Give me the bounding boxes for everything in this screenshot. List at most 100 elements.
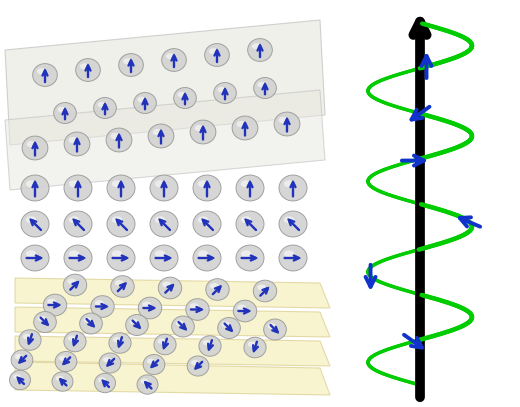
Ellipse shape bbox=[56, 376, 63, 381]
Ellipse shape bbox=[69, 216, 80, 223]
Ellipse shape bbox=[13, 374, 21, 379]
Ellipse shape bbox=[115, 280, 124, 286]
Ellipse shape bbox=[21, 245, 49, 271]
Ellipse shape bbox=[19, 330, 41, 350]
Ellipse shape bbox=[148, 124, 174, 148]
Ellipse shape bbox=[254, 77, 276, 98]
Ellipse shape bbox=[218, 317, 240, 339]
Ellipse shape bbox=[55, 352, 77, 372]
Ellipse shape bbox=[158, 277, 181, 299]
Polygon shape bbox=[15, 307, 330, 337]
Ellipse shape bbox=[279, 245, 307, 271]
Ellipse shape bbox=[203, 340, 211, 346]
Ellipse shape bbox=[43, 294, 67, 316]
Ellipse shape bbox=[194, 125, 204, 131]
Ellipse shape bbox=[22, 136, 48, 160]
Ellipse shape bbox=[126, 315, 148, 335]
Ellipse shape bbox=[154, 334, 176, 355]
Ellipse shape bbox=[193, 211, 221, 237]
Ellipse shape bbox=[64, 132, 90, 156]
Ellipse shape bbox=[244, 337, 266, 358]
Ellipse shape bbox=[98, 102, 106, 107]
Ellipse shape bbox=[279, 175, 307, 201]
Ellipse shape bbox=[198, 180, 209, 187]
Ellipse shape bbox=[91, 295, 114, 317]
Ellipse shape bbox=[107, 175, 135, 201]
Ellipse shape bbox=[264, 319, 287, 340]
Ellipse shape bbox=[193, 175, 221, 201]
Ellipse shape bbox=[111, 276, 134, 298]
Ellipse shape bbox=[134, 92, 157, 114]
Ellipse shape bbox=[76, 59, 100, 81]
Ellipse shape bbox=[193, 245, 221, 271]
Ellipse shape bbox=[143, 354, 165, 374]
Ellipse shape bbox=[166, 53, 175, 59]
Ellipse shape bbox=[23, 334, 31, 339]
Ellipse shape bbox=[63, 274, 87, 296]
Ellipse shape bbox=[155, 216, 165, 223]
Polygon shape bbox=[15, 362, 330, 395]
Ellipse shape bbox=[37, 316, 46, 322]
Ellipse shape bbox=[257, 284, 266, 291]
Ellipse shape bbox=[112, 216, 122, 223]
Ellipse shape bbox=[176, 320, 184, 326]
Ellipse shape bbox=[198, 250, 209, 257]
Ellipse shape bbox=[64, 331, 86, 352]
Ellipse shape bbox=[222, 322, 230, 328]
Ellipse shape bbox=[177, 92, 186, 97]
Ellipse shape bbox=[103, 357, 111, 363]
Ellipse shape bbox=[15, 354, 23, 359]
Ellipse shape bbox=[95, 300, 103, 306]
Ellipse shape bbox=[47, 299, 56, 304]
Ellipse shape bbox=[253, 280, 277, 302]
Ellipse shape bbox=[241, 180, 251, 187]
Ellipse shape bbox=[64, 175, 92, 201]
Ellipse shape bbox=[150, 175, 178, 201]
Ellipse shape bbox=[274, 112, 300, 136]
Ellipse shape bbox=[67, 278, 76, 284]
Ellipse shape bbox=[248, 39, 272, 61]
Ellipse shape bbox=[21, 211, 49, 237]
Ellipse shape bbox=[129, 319, 138, 324]
Ellipse shape bbox=[69, 137, 78, 143]
Ellipse shape bbox=[252, 43, 261, 49]
Ellipse shape bbox=[59, 356, 67, 361]
Ellipse shape bbox=[37, 68, 46, 74]
Ellipse shape bbox=[109, 333, 131, 353]
Ellipse shape bbox=[232, 116, 258, 140]
Ellipse shape bbox=[236, 175, 264, 201]
Ellipse shape bbox=[191, 360, 199, 365]
Ellipse shape bbox=[162, 48, 186, 71]
Ellipse shape bbox=[155, 250, 165, 257]
Ellipse shape bbox=[241, 250, 251, 257]
Ellipse shape bbox=[138, 97, 146, 103]
Ellipse shape bbox=[34, 311, 56, 333]
Ellipse shape bbox=[138, 297, 162, 319]
Polygon shape bbox=[5, 90, 325, 190]
Ellipse shape bbox=[187, 356, 209, 376]
Ellipse shape bbox=[279, 211, 307, 237]
Ellipse shape bbox=[64, 211, 92, 237]
Ellipse shape bbox=[111, 133, 120, 139]
Ellipse shape bbox=[107, 211, 135, 237]
Ellipse shape bbox=[142, 302, 151, 307]
Ellipse shape bbox=[99, 353, 121, 373]
Ellipse shape bbox=[150, 245, 178, 271]
Ellipse shape bbox=[257, 82, 266, 88]
Ellipse shape bbox=[68, 335, 76, 341]
Ellipse shape bbox=[198, 216, 209, 223]
Ellipse shape bbox=[58, 107, 66, 112]
Ellipse shape bbox=[33, 63, 57, 86]
Ellipse shape bbox=[11, 350, 33, 370]
Ellipse shape bbox=[206, 279, 229, 300]
Ellipse shape bbox=[186, 299, 209, 320]
Ellipse shape bbox=[158, 338, 166, 344]
Ellipse shape bbox=[237, 121, 246, 127]
Ellipse shape bbox=[172, 316, 194, 337]
Ellipse shape bbox=[94, 98, 116, 118]
Ellipse shape bbox=[123, 58, 132, 64]
Ellipse shape bbox=[52, 372, 73, 391]
Polygon shape bbox=[15, 336, 330, 366]
Ellipse shape bbox=[199, 336, 221, 356]
Ellipse shape bbox=[80, 313, 102, 334]
